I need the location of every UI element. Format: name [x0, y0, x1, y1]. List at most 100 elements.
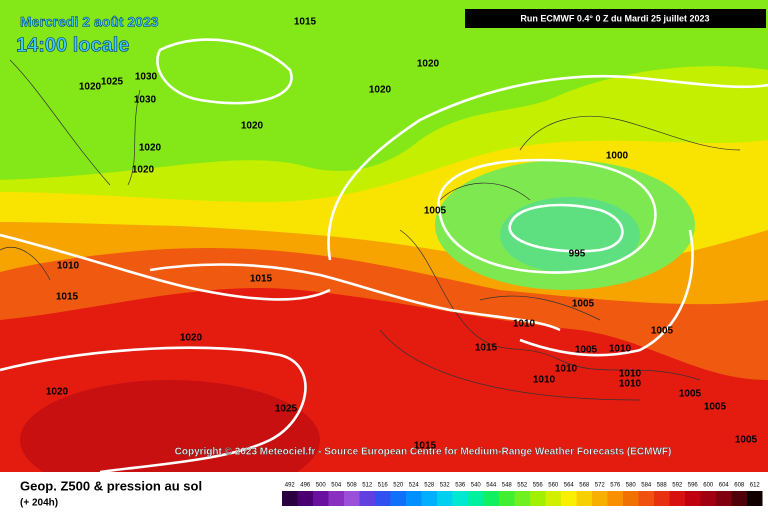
- colorbar-label: 568: [579, 483, 590, 489]
- colorbar-label: 528: [424, 483, 435, 489]
- isobar-label: 1020: [46, 387, 69, 398]
- isobar-label: 1010: [555, 364, 578, 375]
- isobar: [149, 263, 561, 332]
- isobar-label: 1010: [619, 379, 642, 390]
- isobar-label: 1010: [619, 369, 642, 380]
- colorbar-swatch: [592, 491, 608, 506]
- colorbar-label: 556: [533, 483, 544, 489]
- coastline: [0, 59, 741, 401]
- isobar: [519, 229, 694, 357]
- colorbar-swatch: [297, 491, 313, 506]
- isobar-label: 1020: [79, 82, 102, 93]
- colorbar-label: 572: [595, 483, 606, 489]
- colorbar-label: 540: [471, 483, 482, 489]
- colorbar-swatch: [576, 491, 592, 506]
- colorbar-label: 552: [517, 483, 528, 489]
- colorbar-swatch: [700, 491, 716, 506]
- colorbar-label: 564: [564, 483, 575, 489]
- colorbar-label: 508: [347, 483, 358, 489]
- colorbar-swatch: [669, 491, 685, 506]
- colorbar-swatch: [282, 491, 298, 506]
- colorbar-label: 584: [641, 483, 652, 489]
- field-zone: [0, 0, 768, 180]
- colorbar-swatch: [483, 491, 499, 506]
- colorbar-label: 500: [316, 483, 327, 489]
- isobar: [0, 233, 331, 301]
- colorbar-label: 608: [734, 483, 745, 489]
- colorbar-swatch: [747, 491, 763, 506]
- colorbar-swatch: [545, 491, 561, 506]
- colorbar-label: 612: [750, 483, 761, 489]
- colorbar-swatch: [406, 491, 422, 506]
- isobar-label: 1015: [56, 292, 79, 303]
- isobar-label: 1000: [606, 151, 629, 162]
- colorbar-label: 512: [362, 483, 373, 489]
- colorbar-swatch: [716, 491, 732, 506]
- field-zone: [20, 380, 320, 500]
- colorbar-label: 496: [300, 483, 311, 489]
- colorbar-swatch: [530, 491, 546, 506]
- isobar-label: 1005: [572, 299, 595, 310]
- colorbar-label: 592: [672, 483, 683, 489]
- colorbar-swatch: [468, 491, 484, 506]
- isobar-label: 1005: [424, 206, 447, 217]
- colorbar-swatch: [344, 491, 360, 506]
- isobar-label: 1025: [101, 77, 124, 88]
- map-time: 14:00 locale: [16, 34, 129, 56]
- colorbar-label: 532: [440, 483, 451, 489]
- colorbar-swatch: [499, 491, 515, 506]
- isobar-label: 1030: [135, 72, 158, 83]
- run-box: [465, 9, 766, 28]
- colorbar-label: 504: [331, 483, 342, 489]
- isobar-label: 1020: [132, 165, 155, 176]
- colorbar-swatch: [685, 491, 701, 506]
- isobar-label: 1025: [275, 404, 298, 415]
- colorbar-swatch: [421, 491, 437, 506]
- colorbar-label: 492: [285, 483, 296, 489]
- colorbar-label: 576: [610, 483, 621, 489]
- run-info: Run ECMWF 0.4° 0 Z du Mardi 25 juillet 2…: [520, 13, 709, 23]
- isobar-label: 995: [569, 249, 586, 260]
- colorbar-label: 596: [688, 483, 699, 489]
- colorbar-swatch: [561, 491, 577, 506]
- colorbar-swatch: [328, 491, 344, 506]
- colorbar-label: 560: [548, 483, 559, 489]
- colorbar-swatch: [390, 491, 406, 506]
- isobar-label: 1015: [294, 17, 317, 28]
- isobar-label: 1005: [575, 345, 598, 356]
- field-zone: [500, 197, 640, 273]
- isobar-label: 1010: [513, 319, 536, 330]
- colorbar-label: 600: [703, 483, 714, 489]
- colorbar-swatch: [514, 491, 530, 506]
- colorbar-swatch: [359, 491, 375, 506]
- colorbar-swatch: [731, 491, 747, 506]
- isobar-label: 1015: [250, 274, 273, 285]
- colorbar-swatch: [623, 491, 639, 506]
- isobar: [0, 346, 307, 474]
- footer-title: Geop. Z500 & pression au sol: [20, 478, 202, 493]
- colorbar-label: 520: [393, 483, 404, 489]
- isobar-label: 1015: [475, 343, 498, 354]
- isobar-label: 1015: [414, 441, 437, 452]
- colorbar-label: 548: [502, 483, 513, 489]
- isobar-label: 1020: [139, 143, 162, 154]
- colorbar-label: 536: [455, 483, 466, 489]
- isobar: [327, 74, 768, 261]
- isobar-label: 1020: [241, 121, 264, 132]
- colorbar-swatch: [437, 491, 453, 506]
- map-date: Mercredi 2 août 2023: [20, 14, 159, 30]
- colorbar-label: 544: [486, 483, 497, 489]
- isobar-label: 1020: [369, 85, 392, 96]
- isobar-label: 1020: [180, 333, 203, 344]
- colorbar-swatch: [638, 491, 654, 506]
- colorbar-swatch: [313, 491, 329, 506]
- colorbar-swatch: [654, 491, 670, 506]
- isobar-label: 1005: [679, 389, 702, 400]
- colorbar-label: 588: [657, 483, 668, 489]
- isobar: [156, 38, 293, 105]
- colorbar-swatch: [375, 491, 391, 506]
- footer-lead: (+ 204h): [20, 498, 58, 509]
- isobar: [437, 158, 657, 274]
